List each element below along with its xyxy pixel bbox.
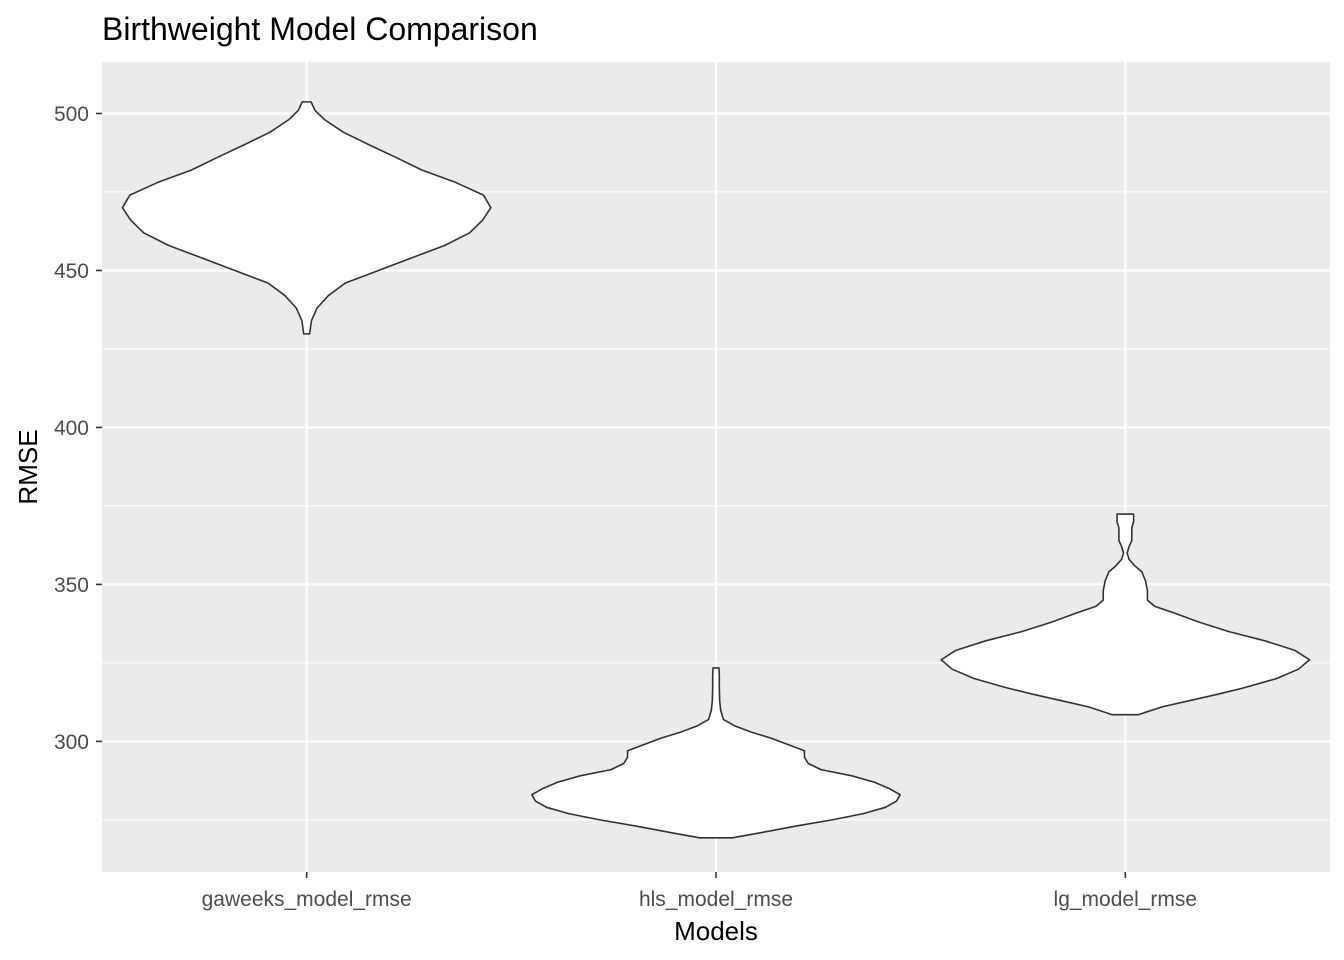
y-tick-label: 350: [54, 574, 89, 597]
y-tick-label: 450: [54, 260, 89, 283]
y-axis-title: RMSE: [13, 429, 43, 504]
chart-title: Birthweight Model Comparison: [102, 11, 538, 47]
x-axis-title: Models: [674, 916, 758, 946]
x-tick-label: hls_model_rmse: [639, 888, 793, 911]
y-axis: 300 350 400 450 500: [54, 103, 102, 754]
x-tick-label: lg_model_rmse: [1054, 888, 1198, 911]
violin-lg_model_rmse: [940, 513, 1311, 716]
violin-gaweeks_model_rmse: [121, 101, 492, 335]
violin-group: [121, 101, 1311, 839]
y-tick-label: 500: [54, 103, 89, 126]
y-tick-label: 400: [54, 417, 89, 440]
x-axis: gaweeks_model_rmse hls_model_rmse lg_model…: [202, 872, 1198, 911]
violin-hls_model_rmse: [531, 667, 901, 839]
y-tick-label: 300: [54, 731, 89, 754]
x-tick-label: gaweeks_model_rmse: [202, 888, 412, 911]
